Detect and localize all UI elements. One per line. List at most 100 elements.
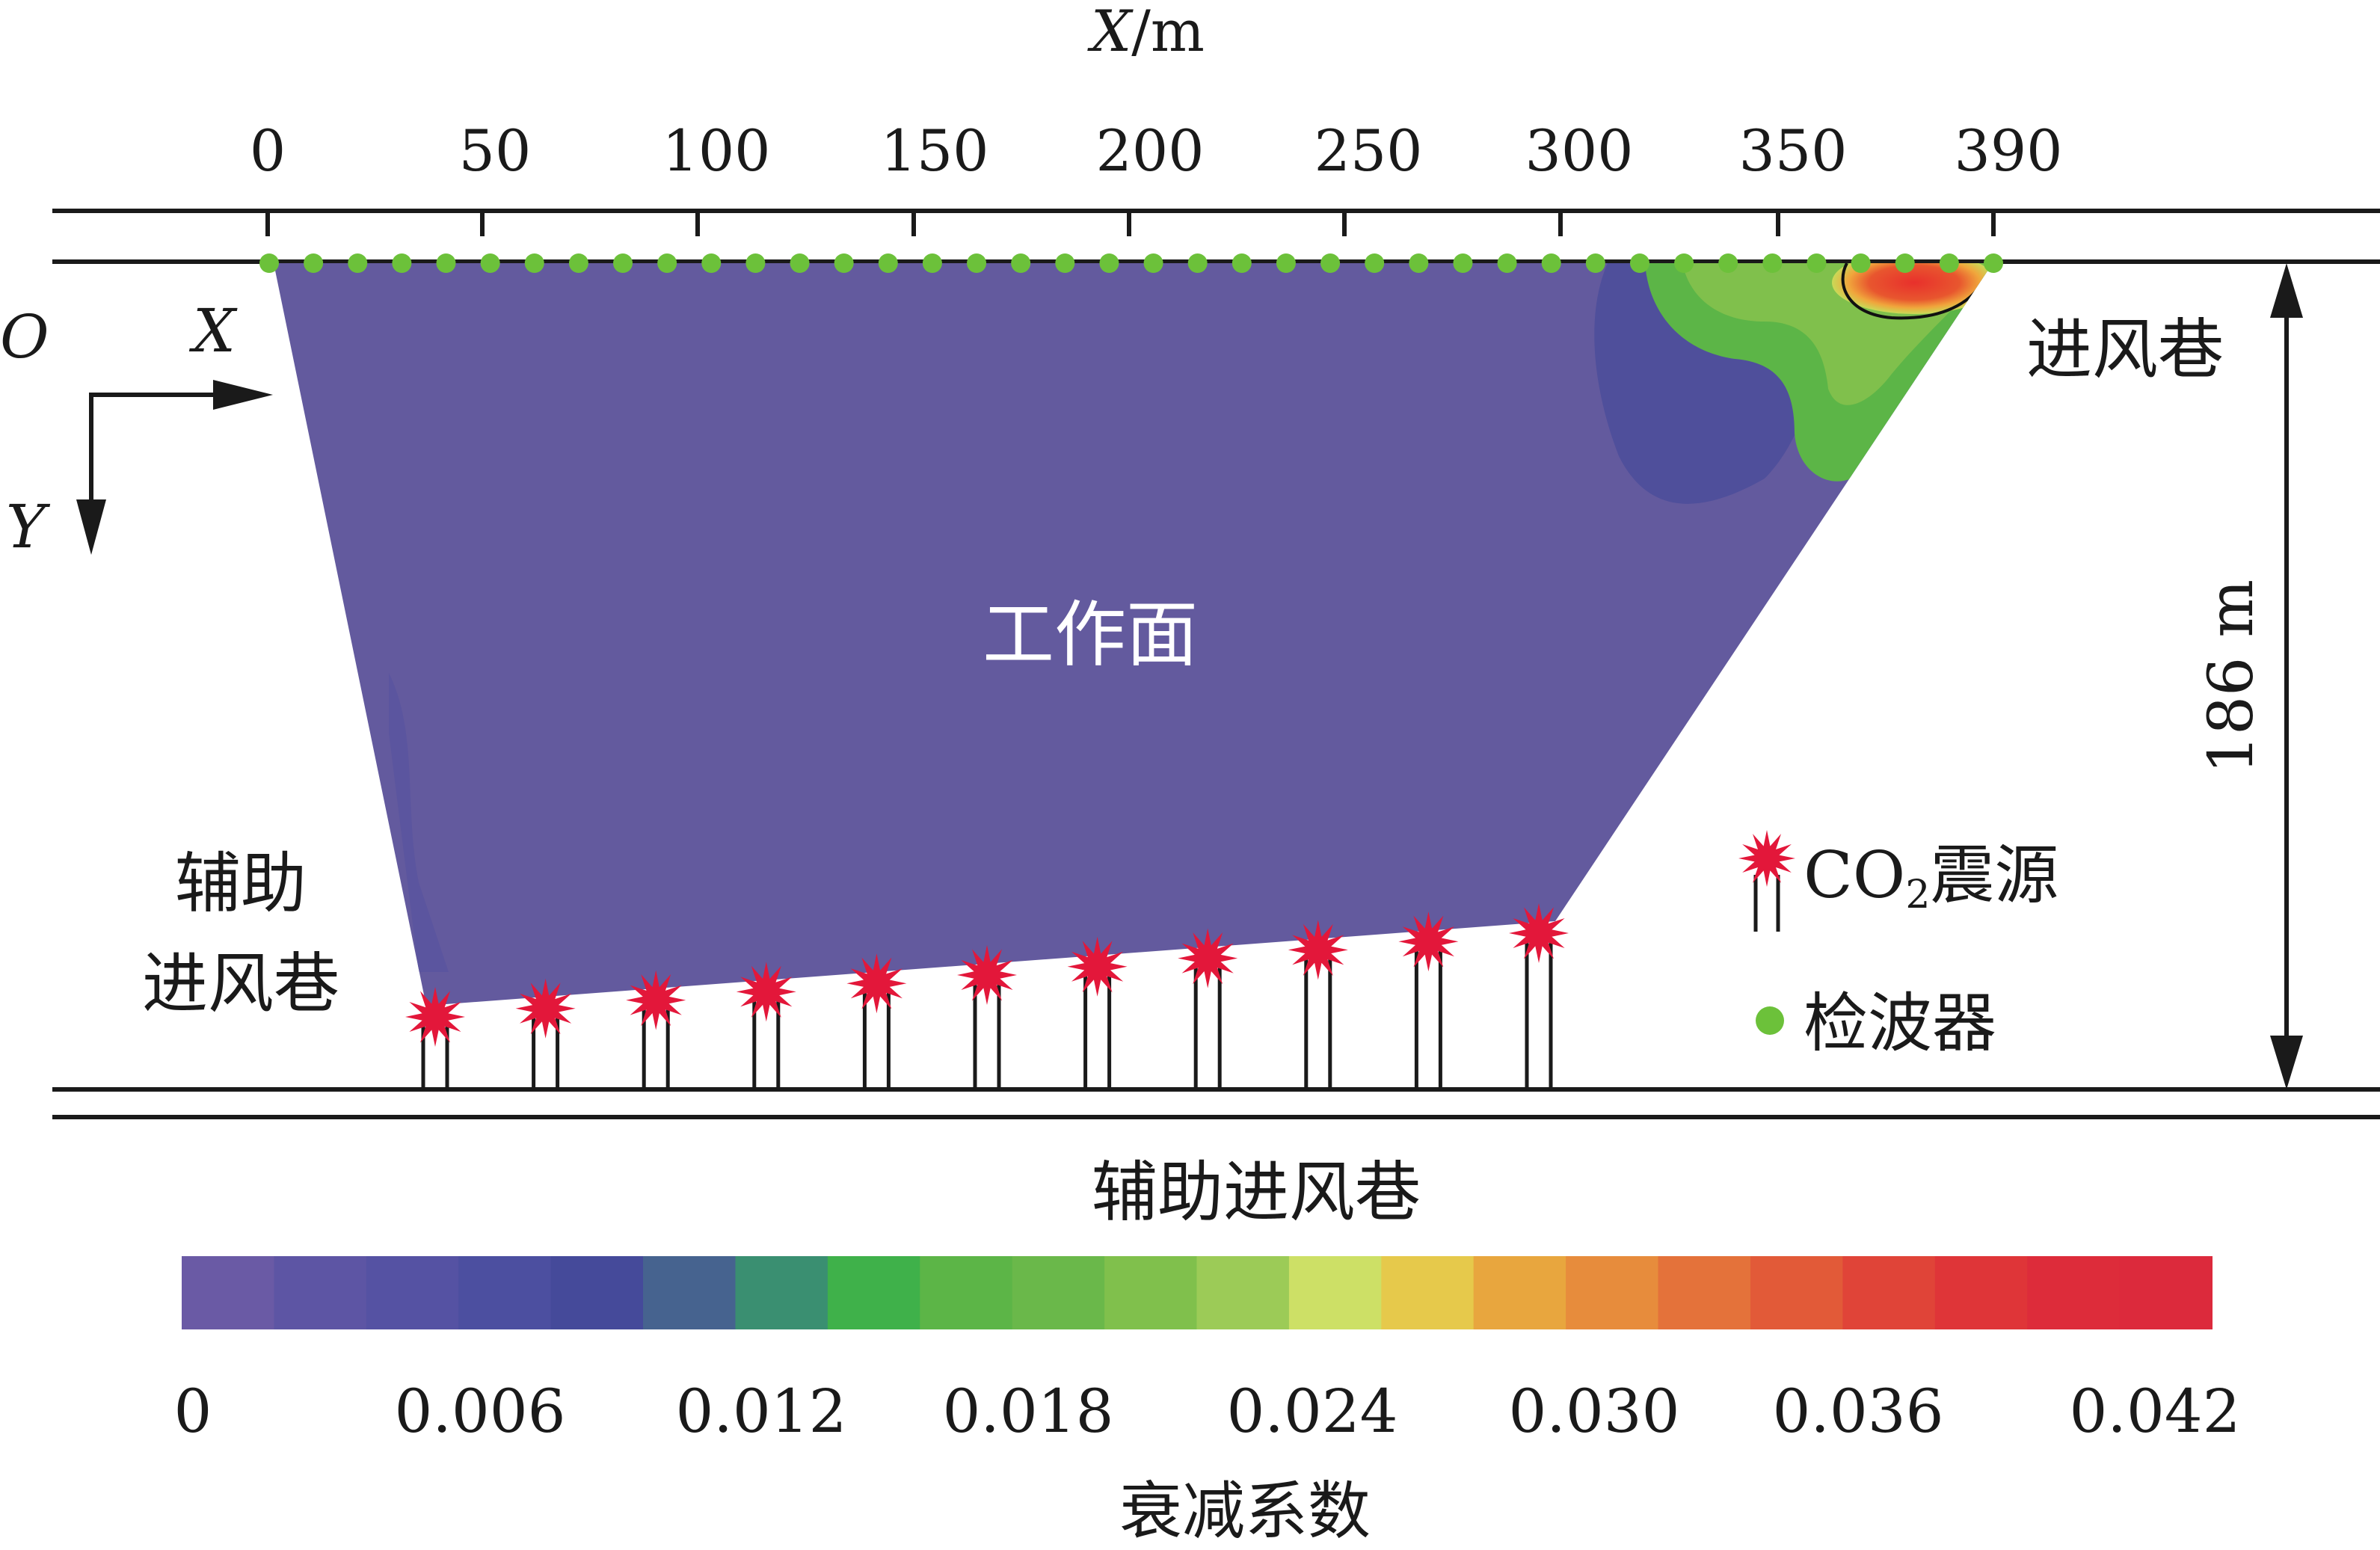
geophone-marker — [701, 253, 722, 273]
colorbar-segment — [735, 1256, 828, 1329]
aux-roadway-label-left-2: 进风巷 — [142, 945, 339, 1022]
geophone-marker — [1806, 253, 1827, 273]
x-tick-label: 0 — [250, 117, 286, 184]
geophone-marker — [1231, 253, 1252, 273]
geophone-marker — [922, 253, 942, 273]
co2-source-marker — [1067, 936, 1128, 1089]
x-direction-label: X — [188, 296, 238, 366]
geophone-marker — [436, 253, 456, 273]
geophone-icon — [1756, 1006, 1784, 1035]
x-tick-label: 50 — [459, 117, 532, 184]
co2-source-marker — [1178, 928, 1238, 1089]
x-tick-label: 100 — [662, 117, 770, 184]
y-direction-label: Y — [6, 492, 51, 562]
low-attenuation-patch-left — [389, 673, 449, 972]
x-tick-labels: 0 50 100 150 200 250 300 350 390 — [250, 117, 2063, 184]
legend-source-symbol — [1738, 830, 1795, 932]
geophone-marker — [657, 253, 677, 273]
co2-source-marker — [1509, 903, 1569, 1089]
co2-source-marker — [1288, 920, 1348, 1089]
colorbar-segment — [1473, 1256, 1567, 1329]
colorbar-title: 衰减系数 — [1119, 1474, 1371, 1548]
geophone-marker — [1585, 253, 1605, 273]
intake-roadway-label: 进风巷 — [2026, 311, 2224, 388]
geophone-marker — [1629, 253, 1649, 273]
coordinate-system: O X Y — [0, 296, 273, 562]
geophone-marker — [1143, 253, 1163, 273]
co2-source-marker — [957, 945, 1017, 1089]
geophone-marker — [1453, 253, 1473, 273]
colorbar-tick-labels: 0 0.006 0.012 0.018 0.024 0.030 0.036 0.042 — [174, 1377, 2241, 1446]
x-tick-marks — [265, 211, 1996, 236]
colorbar-tick-label: 0.006 — [394, 1377, 565, 1446]
working-face-field — [274, 263, 1993, 1006]
colorbar-segment — [2027, 1256, 2121, 1329]
colorbar-segment — [1012, 1256, 1106, 1329]
legend-geophone-label: 检波器 — [1804, 986, 1996, 1061]
geophone-marker — [1055, 253, 1075, 273]
colorbar-segment — [920, 1256, 1013, 1329]
colorbar-tick-label: 0 — [174, 1377, 212, 1446]
colorbar-segment — [1381, 1256, 1475, 1329]
geophone-marker — [1365, 253, 1385, 273]
colorbar-segment — [2119, 1256, 2213, 1329]
geophone-marker — [1851, 253, 1871, 273]
geophone-marker — [524, 253, 544, 273]
colorbar-segment — [1658, 1256, 1751, 1329]
x-tick-label: 300 — [1525, 117, 1633, 184]
geophone-marker — [1718, 253, 1738, 273]
colorbar-segment — [827, 1256, 921, 1329]
geophone-marker — [1409, 253, 1429, 273]
colorbar-segment — [274, 1256, 367, 1329]
co2-source-marker — [736, 962, 796, 1089]
colorbar-segment — [1104, 1256, 1198, 1329]
co2-source-marker — [1398, 911, 1459, 1089]
geophone-marker — [568, 253, 588, 273]
geophone-marker — [1099, 253, 1119, 273]
aux-roadway-label-left-1: 辅助 — [175, 845, 307, 922]
colorbar-tick-label: 0.036 — [1772, 1377, 1943, 1446]
geophone-marker — [878, 253, 898, 273]
x-tick-label: 150 — [880, 117, 988, 184]
geophone-marker — [1276, 253, 1296, 273]
geophone-marker — [1320, 253, 1341, 273]
co2-source-marker — [626, 970, 686, 1089]
dimension-label: 186 m — [2196, 579, 2267, 774]
colorbar-segment — [1196, 1256, 1290, 1329]
colorbar-segment — [1566, 1256, 1659, 1329]
dimension-indicator: 186 m — [2196, 263, 2303, 1089]
co2-source-marker — [515, 978, 576, 1089]
legend-source-label: CO2震源 — [1804, 838, 2058, 917]
geophone-marker — [392, 253, 412, 273]
colorbar-tick-label: 0.030 — [1508, 1377, 1679, 1446]
x-direction-arrow — [213, 380, 273, 410]
co2-source-marker — [405, 987, 465, 1089]
geophone-marker — [745, 253, 766, 273]
colorbar-segment — [1288, 1256, 1383, 1329]
geophone-marker — [1762, 253, 1783, 273]
geophone-marker — [348, 253, 368, 273]
geophone-marker — [1939, 253, 1959, 273]
geophone-marker — [790, 253, 810, 273]
geophone-marker — [1011, 253, 1031, 273]
geophone-marker — [967, 253, 987, 273]
geophone-marker — [259, 253, 279, 273]
anomaly-contour — [1841, 263, 1983, 320]
colorbar-segment — [643, 1256, 737, 1329]
origin-label: O — [0, 302, 49, 372]
colorbar-segment — [366, 1256, 460, 1329]
co2-source-row — [405, 903, 1569, 1089]
x-tick-label: 350 — [1738, 117, 1847, 184]
geophone-marker — [480, 253, 500, 273]
geophone-marker — [1984, 253, 2003, 273]
co2-source-icon — [1738, 830, 1795, 887]
x-tick-label: 390 — [1954, 117, 2062, 184]
x-tick-label: 200 — [1095, 117, 1204, 184]
colorbar-segment — [550, 1256, 644, 1329]
x-axis-title: X/m — [1087, 0, 1205, 64]
colorbar-segment — [1842, 1256, 1936, 1329]
geophone-marker — [1187, 253, 1208, 273]
colorbar-tick-label: 0.024 — [1226, 1377, 1397, 1446]
legend: CO2震源 检波器 — [1738, 830, 2058, 1061]
